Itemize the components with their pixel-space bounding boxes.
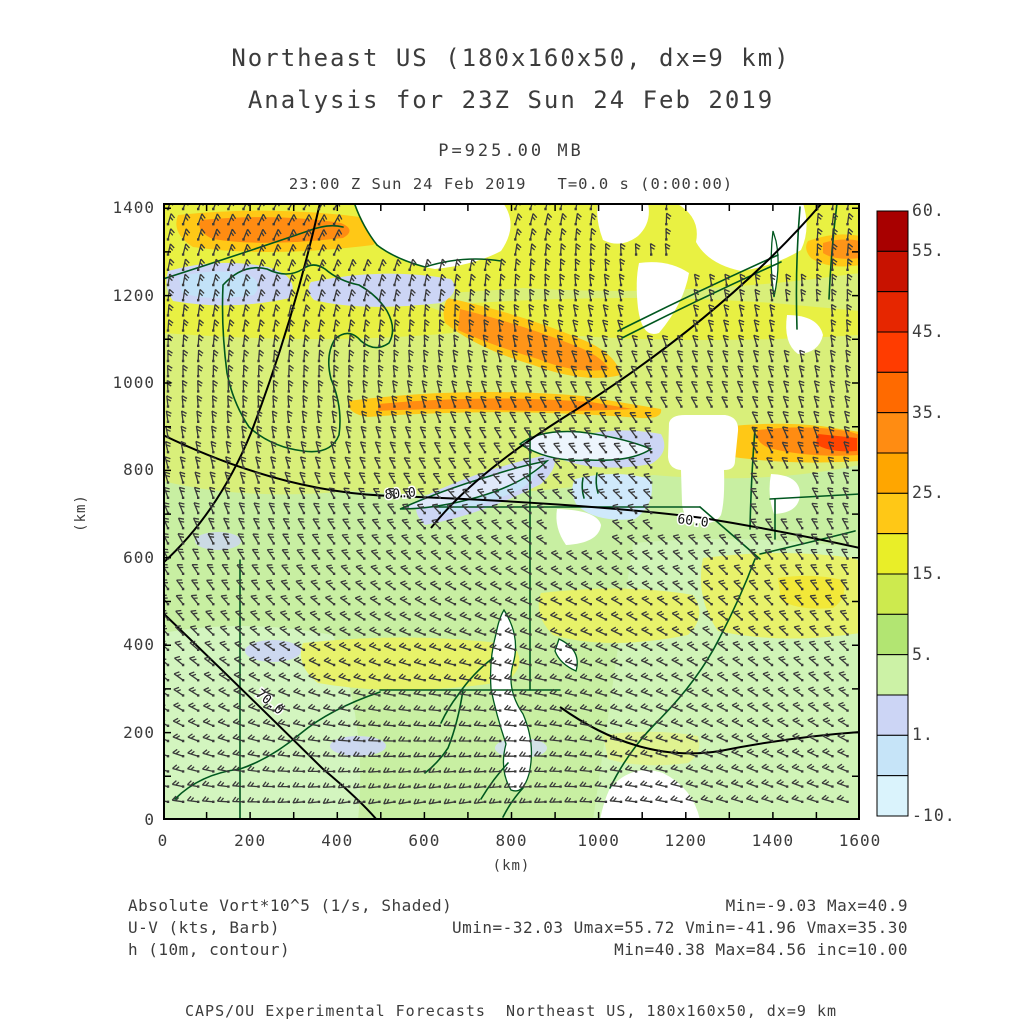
vorticity-patch [195, 532, 241, 550]
border-line [617, 254, 779, 332]
border-line [354, 204, 378, 246]
colorbar-tick-label: 35. [912, 402, 945, 422]
colorbar-tick-label: 15. [912, 564, 945, 583]
vorticity-patch [458, 309, 609, 371]
white-area [668, 415, 739, 524]
valid-time-label: 23:00 Z Sun 24 Feb 2019 T=0.0 s (0:00:00… [288, 175, 734, 193]
pressure-level-label: P=925.00 MB [438, 141, 584, 161]
vorticity-patch [572, 474, 652, 520]
colorbar-cell [876, 533, 909, 575]
border-line [174, 691, 381, 800]
x-axis-title: (km) [492, 858, 531, 874]
colorbar-tick-label: 1. [912, 725, 934, 745]
page-subtitle: Analysis for 23Z Sun 24 Feb 2019 [247, 86, 775, 114]
legend-contour-stats: Min=40.38 Max=84.56 inc=10.00 [614, 940, 908, 959]
x-tick-label: 1000 [577, 831, 620, 850]
y-tick-label: 1400 [112, 198, 155, 218]
legend-barb-stats: Umin=-32.03 Umax=55.72 Vmin=-41.96 Vmax=… [452, 918, 908, 937]
white-area [554, 638, 578, 672]
x-tick-label: 1600 [838, 831, 882, 850]
white-area [489, 608, 533, 792]
colorbar-cell [876, 613, 909, 656]
vorticity-patch [538, 588, 700, 643]
border-line [595, 472, 599, 494]
vorticity-patch [778, 575, 845, 609]
contour-label: 80.0 [384, 485, 417, 503]
x-tick-label: 0 [157, 831, 169, 850]
x-tick-label: 600 [408, 831, 441, 850]
x-tick-label: 800 [495, 831, 528, 850]
colorbar-cell [876, 452, 909, 494]
height-contour [163, 612, 378, 820]
colorbar-cell [876, 775, 909, 817]
border-line [581, 477, 585, 499]
y-tick-label: 800 [123, 460, 155, 480]
colorbar [876, 210, 909, 817]
contour-label: 60.0 [677, 512, 710, 531]
x-tick-label: 1200 [664, 831, 708, 850]
page-title: Northeast US (180x160x50, dx=9 km) [231, 44, 791, 72]
x-tick-label: 200 [234, 831, 267, 850]
x-tick-label: 400 [321, 831, 354, 850]
colorbar-cell [876, 250, 909, 293]
y-tick-label: 400 [123, 635, 155, 655]
border-line [480, 762, 509, 800]
white-area [355, 203, 511, 269]
colorbar-tick-label: -10. [912, 806, 956, 825]
legend-shaded-stats: Min=-9.03 Max=40.9 [725, 896, 908, 915]
colorbar-cell [876, 291, 909, 333]
border-line [440, 657, 494, 724]
y-tick-label: 0 [144, 810, 155, 829]
border-line [795, 206, 801, 330]
height-contour [163, 434, 860, 549]
white-area [597, 203, 649, 244]
legend-contour-field: h (10m, contour) [128, 940, 291, 959]
colorbar-cell [876, 331, 909, 373]
y-axis-title: (km) [72, 494, 89, 532]
vorticity-patch [816, 434, 857, 452]
legend-shaded-field: Absolute Vort*10^5 (1/s, Shaded) [128, 896, 453, 915]
colorbar-cell [876, 694, 909, 736]
y-tick-label: 600 [123, 547, 155, 567]
border-line [621, 261, 782, 339]
colorbar-cell [876, 492, 909, 535]
colorbar-tick-label: 25. [912, 483, 945, 503]
colorbar-cell [876, 573, 909, 615]
border-line [769, 493, 860, 500]
axis-ticks [163, 203, 860, 820]
vorticity-patch [378, 398, 633, 411]
analysis-map: 80.060.070.0 [163, 203, 860, 820]
colorbar-tick-label: 55. [912, 241, 945, 261]
white-area [556, 509, 601, 545]
y-tick-label: 1200 [112, 285, 155, 305]
footer-caption: CAPS/OU Experimental Forecasts Northeast… [185, 1002, 837, 1020]
legend-barb-field: U-V (kts, Barb) [128, 918, 280, 937]
colorbar-cell [876, 412, 909, 454]
white-area [769, 474, 800, 514]
x-tick-label: 1400 [751, 831, 795, 850]
colorbar-tick-label: 45. [912, 322, 945, 341]
vorticity-patch [179, 271, 258, 299]
colorbar-tick-label: 5. [912, 644, 934, 664]
colorbar-cell [876, 210, 909, 252]
white-area [786, 315, 823, 354]
colorbar-tick-label: 60. [912, 201, 945, 220]
colorbar-cell [876, 371, 909, 414]
map-frame [163, 203, 860, 820]
y-tick-label: 200 [123, 722, 155, 742]
y-tick-label: 1000 [112, 373, 155, 392]
border-line [749, 428, 756, 530]
colorbar-cell [876, 654, 909, 696]
colorbar-cell [876, 734, 909, 777]
white-area [600, 770, 700, 820]
